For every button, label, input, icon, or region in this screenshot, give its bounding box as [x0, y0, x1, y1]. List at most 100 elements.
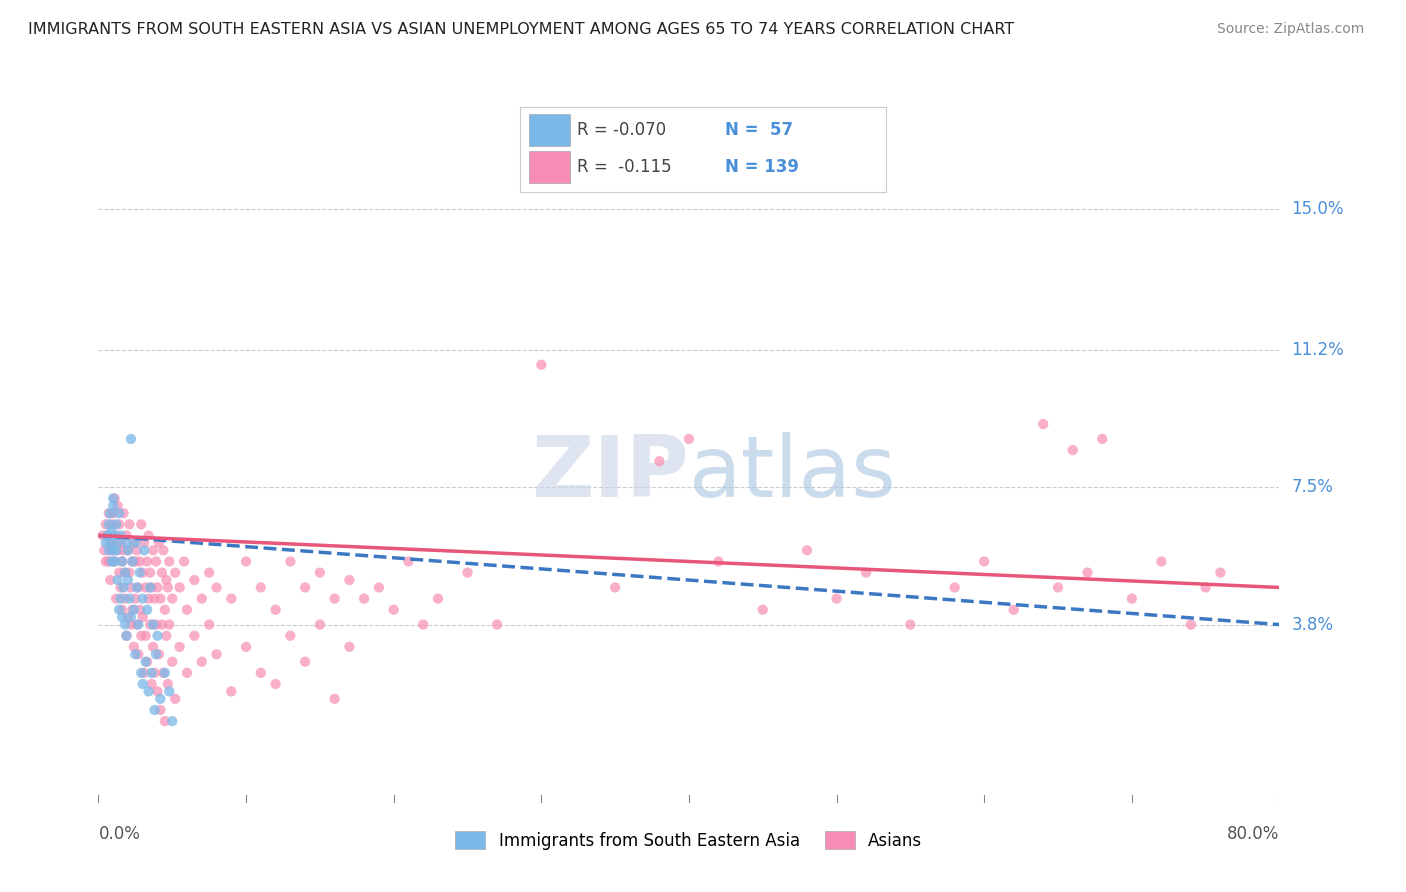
Point	[427, 591, 450, 606]
Point	[155, 629, 177, 643]
Point	[98, 536, 121, 550]
Point	[156, 581, 179, 595]
Point	[105, 517, 128, 532]
Point	[94, 554, 117, 568]
Point	[135, 581, 157, 595]
Point	[100, 543, 122, 558]
Point	[124, 536, 146, 550]
Point	[110, 591, 132, 606]
Point	[1150, 554, 1173, 568]
Point	[169, 640, 191, 654]
Point	[139, 566, 162, 580]
Point	[112, 543, 135, 558]
Point	[309, 617, 332, 632]
Point	[173, 554, 195, 568]
Point	[150, 566, 173, 580]
Point	[198, 617, 221, 632]
Point	[97, 554, 120, 568]
Point	[105, 543, 128, 558]
FancyBboxPatch shape	[530, 114, 569, 146]
Point	[108, 517, 131, 532]
Point	[142, 617, 165, 632]
Point	[280, 554, 302, 568]
Point	[825, 591, 848, 606]
Point	[127, 648, 149, 662]
Point	[235, 554, 257, 568]
Point	[145, 554, 167, 568]
Point	[115, 528, 138, 542]
Point	[156, 677, 179, 691]
Point	[198, 566, 221, 580]
Text: N =  57: N = 57	[725, 121, 793, 139]
Point	[235, 640, 257, 654]
Point	[115, 629, 138, 643]
Point	[111, 554, 134, 568]
Point	[796, 543, 818, 558]
Point	[1062, 443, 1084, 458]
Point	[100, 554, 122, 568]
Point	[176, 665, 198, 680]
Point	[132, 677, 155, 691]
Point	[530, 358, 553, 372]
Point	[94, 517, 117, 532]
Point	[91, 528, 114, 542]
Point	[1032, 417, 1054, 431]
Point	[127, 617, 149, 632]
FancyBboxPatch shape	[530, 151, 569, 183]
Point	[122, 603, 145, 617]
Point	[264, 603, 287, 617]
Point	[183, 573, 205, 587]
Point	[103, 491, 125, 506]
Point	[124, 648, 146, 662]
Point	[120, 610, 142, 624]
Point	[1209, 566, 1232, 580]
Point	[412, 617, 434, 632]
Point	[1091, 432, 1114, 446]
Point	[309, 566, 332, 580]
Point	[97, 517, 120, 532]
Point	[136, 554, 159, 568]
Point	[98, 573, 121, 587]
Point	[855, 566, 877, 580]
Point	[97, 506, 120, 520]
Point	[107, 543, 129, 558]
Point	[221, 684, 243, 698]
Point	[129, 665, 152, 680]
Point	[142, 543, 165, 558]
Text: R = -0.070: R = -0.070	[576, 121, 666, 139]
Point	[148, 648, 170, 662]
Point	[149, 591, 172, 606]
Point	[100, 517, 122, 532]
Point	[117, 610, 139, 624]
Text: 0.0%: 0.0%	[98, 825, 141, 843]
Point	[169, 581, 191, 595]
Point	[707, 554, 730, 568]
Point	[323, 591, 346, 606]
Point	[124, 554, 146, 568]
Point	[128, 566, 150, 580]
Point	[122, 536, 145, 550]
Point	[117, 543, 139, 558]
Point	[103, 536, 125, 550]
Point	[138, 591, 160, 606]
Point	[132, 591, 155, 606]
Point	[162, 591, 183, 606]
Text: Source: ZipAtlas.com: Source: ZipAtlas.com	[1216, 22, 1364, 37]
Point	[111, 554, 134, 568]
Text: 11.2%: 11.2%	[1291, 341, 1344, 359]
Point	[136, 603, 159, 617]
Point	[152, 665, 174, 680]
Text: 15.0%: 15.0%	[1291, 200, 1344, 218]
Point	[128, 554, 150, 568]
Point	[382, 603, 405, 617]
Point	[294, 581, 316, 595]
Point	[120, 432, 142, 446]
Point	[486, 617, 509, 632]
Point	[191, 655, 214, 669]
Point	[96, 528, 118, 542]
Point	[152, 543, 174, 558]
Point	[134, 543, 156, 558]
Point	[114, 591, 136, 606]
Point	[114, 617, 136, 632]
Point	[98, 506, 121, 520]
